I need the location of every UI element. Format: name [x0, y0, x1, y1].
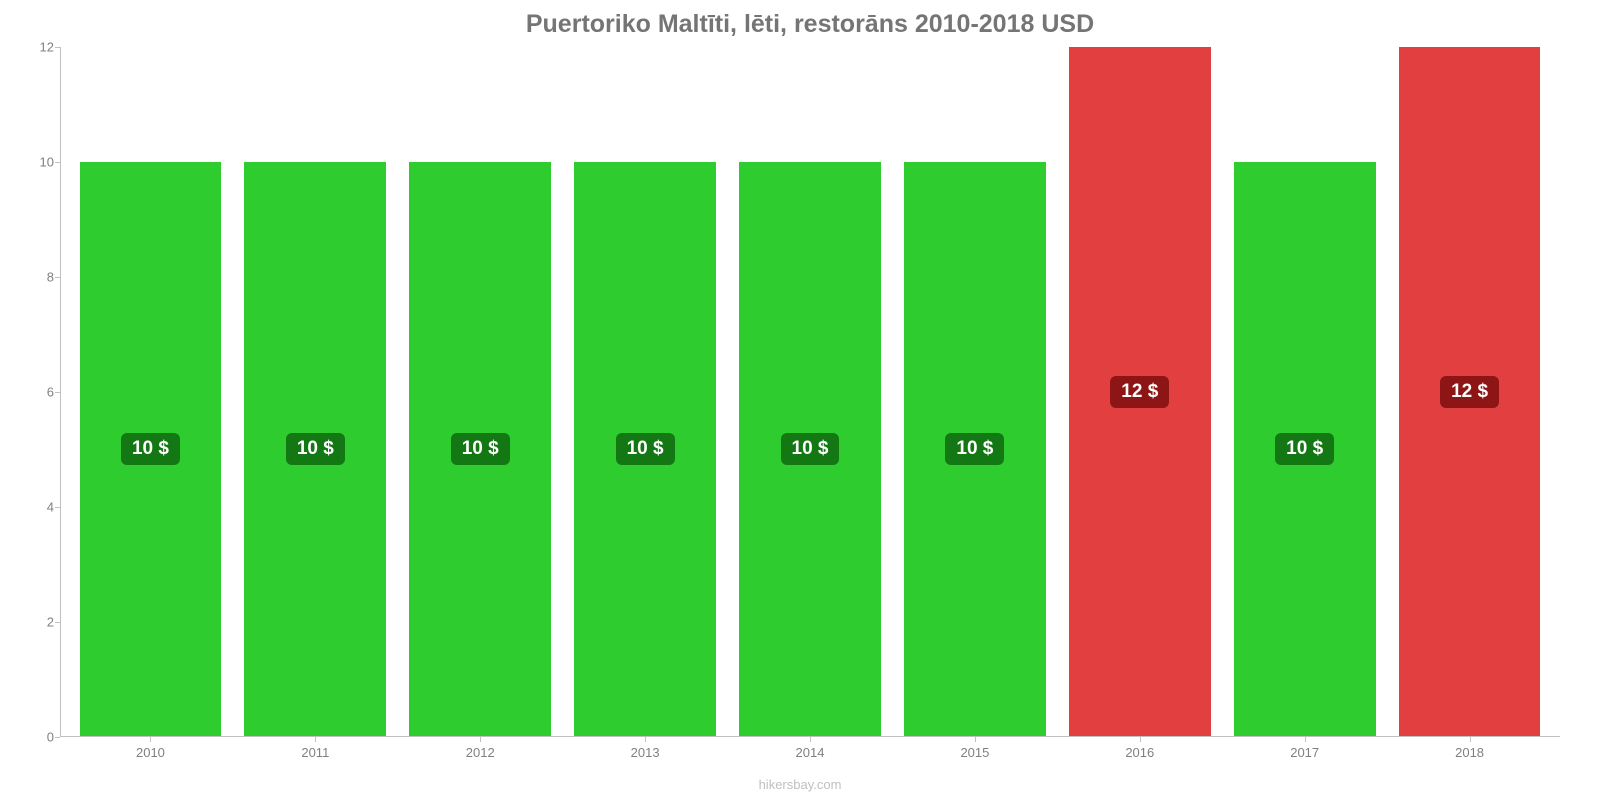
x-tick-label: 2017 — [1222, 745, 1387, 760]
bar: 10 $ — [409, 162, 551, 736]
x-tick-mark — [480, 736, 481, 742]
bar: 12 $ — [1069, 47, 1211, 736]
bar: 10 $ — [1234, 162, 1376, 736]
chart-container: Puertoriko Maltīti, lēti, restorāns 2010… — [0, 0, 1600, 800]
y-tick-label: 6 — [47, 385, 54, 400]
x-tick-label: 2010 — [68, 745, 233, 760]
bar: 10 $ — [739, 162, 881, 736]
bar-slot: 10 $ — [728, 47, 893, 736]
x-tick-label: 2015 — [892, 745, 1057, 760]
bar-value-label: 10 $ — [451, 433, 510, 465]
x-tick-mark — [1305, 736, 1306, 742]
bar-value-label: 10 $ — [616, 433, 675, 465]
x-tick-label: 2016 — [1057, 745, 1222, 760]
bar-value-label: 10 $ — [781, 433, 840, 465]
x-tick-label: 2013 — [563, 745, 728, 760]
y-tick-label: 2 — [47, 615, 54, 630]
y-tick-label: 4 — [47, 500, 54, 515]
y-tick-label: 0 — [47, 730, 54, 745]
y-axis-line — [60, 47, 61, 736]
bar: 10 $ — [904, 162, 1046, 736]
bar: 12 $ — [1399, 47, 1541, 736]
x-tick-mark — [810, 736, 811, 742]
bar: 10 $ — [244, 162, 386, 736]
x-axis-labels: 201020112012201320142015201620172018 — [60, 745, 1560, 760]
y-tick-label: 12 — [40, 40, 54, 55]
y-tick-label: 8 — [47, 270, 54, 285]
bar-slot: 10 $ — [1222, 47, 1387, 736]
bar: 10 $ — [80, 162, 222, 736]
bar-slot: 12 $ — [1057, 47, 1222, 736]
bar-slot: 10 $ — [398, 47, 563, 736]
y-tick-label: 10 — [40, 155, 54, 170]
x-tick-mark — [315, 736, 316, 742]
plot-area: 10 $10 $10 $10 $10 $10 $12 $10 $12 $ 201… — [60, 47, 1560, 737]
x-tick-mark — [1140, 736, 1141, 742]
chart-area: 024681012 10 $10 $10 $10 $10 $10 $12 $10… — [60, 47, 1560, 737]
x-tick-mark — [1470, 736, 1471, 742]
attribution-text: hikersbay.com — [759, 777, 842, 792]
bar-slot: 10 $ — [892, 47, 1057, 736]
chart-title: Puertoriko Maltīti, lēti, restorāns 2010… — [60, 10, 1560, 39]
x-tick-mark — [645, 736, 646, 742]
bar: 10 $ — [574, 162, 716, 736]
bar-value-label: 12 $ — [1110, 376, 1169, 408]
x-tick-label: 2012 — [398, 745, 563, 760]
y-tick-mark — [55, 737, 60, 738]
bar-slot: 10 $ — [563, 47, 728, 736]
x-tick-label: 2014 — [728, 745, 893, 760]
bar-slot: 10 $ — [233, 47, 398, 736]
bar-value-label: 10 $ — [1275, 433, 1334, 465]
bar-value-label: 10 $ — [121, 433, 180, 465]
bar-value-label: 10 $ — [945, 433, 1004, 465]
bars-group: 10 $ 10 $ 10 $ 10 $ 10 $ 10 $ 12 $ 10 $ 12 $ — [60, 47, 1560, 736]
bar-value-label: 10 $ — [286, 433, 345, 465]
bar-slot: 12 $ — [1387, 47, 1552, 736]
bar-value-label: 12 $ — [1440, 376, 1499, 408]
x-tick-label: 2011 — [233, 745, 398, 760]
x-tick-mark — [975, 736, 976, 742]
bar-slot: 10 $ — [68, 47, 233, 736]
x-tick-mark — [150, 736, 151, 742]
x-tick-label: 2018 — [1387, 745, 1552, 760]
